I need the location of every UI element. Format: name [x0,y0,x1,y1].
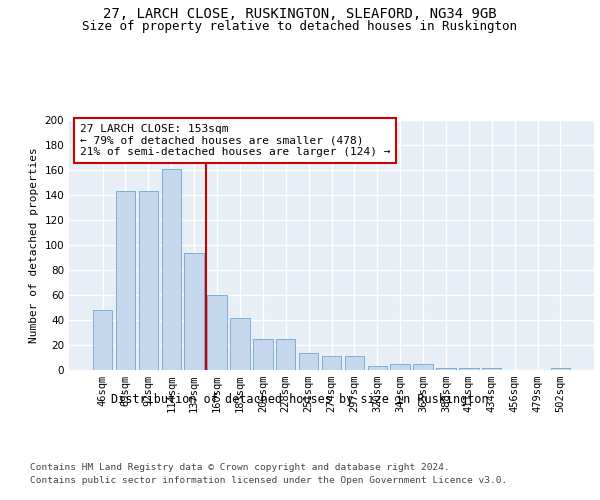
Bar [184,252,204,370]
Bar [551,368,570,370]
Text: 27 LARCH CLOSE: 153sqm
← 79% of detached houses are smaller (478)
21% of semi-de: 27 LARCH CLOSE: 153sqm ← 79% of detached… [79,124,390,157]
Bar [208,295,227,370]
Bar [436,368,455,370]
Bar [93,310,112,370]
Text: Contains HM Land Registry data © Crown copyright and database right 2024.: Contains HM Land Registry data © Crown c… [30,462,450,471]
Bar [344,356,364,370]
Text: Size of property relative to detached houses in Ruskington: Size of property relative to detached ho… [83,20,517,33]
Bar [368,366,387,370]
Bar [299,352,319,370]
Bar [139,191,158,370]
Bar [413,364,433,370]
Bar [230,318,250,370]
Bar [161,169,181,370]
Bar [482,368,502,370]
Bar [391,364,410,370]
Bar [322,356,341,370]
Bar [253,339,272,370]
Y-axis label: Number of detached properties: Number of detached properties [29,147,39,343]
Bar [116,191,135,370]
Bar [276,339,295,370]
Bar [459,368,479,370]
Text: Contains public sector information licensed under the Open Government Licence v3: Contains public sector information licen… [30,476,507,485]
Text: Distribution of detached houses by size in Ruskington: Distribution of detached houses by size … [111,392,489,406]
Text: 27, LARCH CLOSE, RUSKINGTON, SLEAFORD, NG34 9GB: 27, LARCH CLOSE, RUSKINGTON, SLEAFORD, N… [103,8,497,22]
